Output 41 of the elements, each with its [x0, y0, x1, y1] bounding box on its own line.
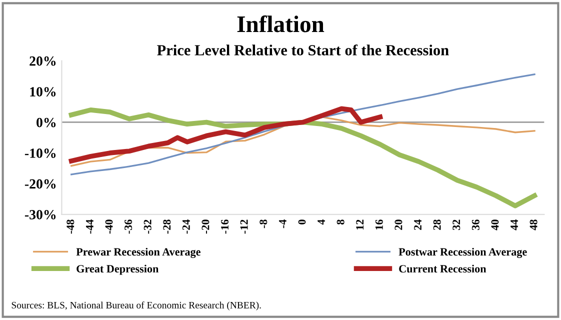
legend-label: Great Depression [76, 264, 159, 275]
x-tick-label: -32 [144, 220, 152, 234]
x-tick-label: -48 [66, 220, 74, 234]
y-tick-label: 20% [30, 56, 56, 66]
y-tick-label: -20% [24, 179, 56, 189]
line-series [70, 73, 536, 176]
x-tick-label: -20 [202, 220, 210, 234]
legend-label: Current Recession [399, 264, 486, 273]
x-tick-label: 36 [472, 220, 480, 230]
x-tick-label: -36 [124, 220, 132, 234]
y-tick-label: 0% [36, 118, 56, 128]
x-tick-label: -40 [105, 220, 113, 234]
x-tick-label: -24 [182, 219, 190, 234]
x-tick-label: -4 [279, 219, 286, 228]
chart-title: Inflation [237, 15, 324, 32]
chart-subtitle: Price Level Relative to Start of the Recession [157, 44, 449, 56]
x-tick-label: 48 [530, 220, 538, 230]
legend-label: Postwar Recession Average [398, 248, 527, 258]
y-tick-label: 10% [30, 87, 56, 97]
x-tick-label: 28 [433, 220, 441, 230]
x-tick-label: -16 [221, 220, 229, 234]
x-tick-label: 32 [452, 220, 460, 230]
x-tick-label: 16 [375, 220, 383, 230]
x-tick-label: -12 [240, 220, 248, 234]
x-tick-label: 24 [414, 219, 422, 230]
y-tick-label: -10% [24, 148, 56, 158]
x-tick-label: -44 [86, 219, 94, 234]
line-series [68, 108, 537, 208]
x-tick-label: 12 [356, 220, 364, 230]
x-tick-label: 4 [318, 219, 325, 225]
y-tick-label: -30% [24, 210, 56, 220]
source-note: Sources: BLS, National Bureau of Economic Research (NBER). [12, 301, 261, 310]
x-tick-label: 0 [298, 220, 306, 224]
legend-label: Prewar Recession Average [76, 248, 200, 258]
x-tick-label: -8 [260, 220, 268, 228]
line-series [68, 106, 383, 164]
x-tick-label: -28 [163, 220, 171, 234]
x-tick-label: 20 [394, 220, 402, 230]
x-tick-label: 40 [491, 220, 499, 230]
x-tick-label: 44 [510, 219, 518, 230]
x-tick-label: 8 [336, 220, 344, 224]
